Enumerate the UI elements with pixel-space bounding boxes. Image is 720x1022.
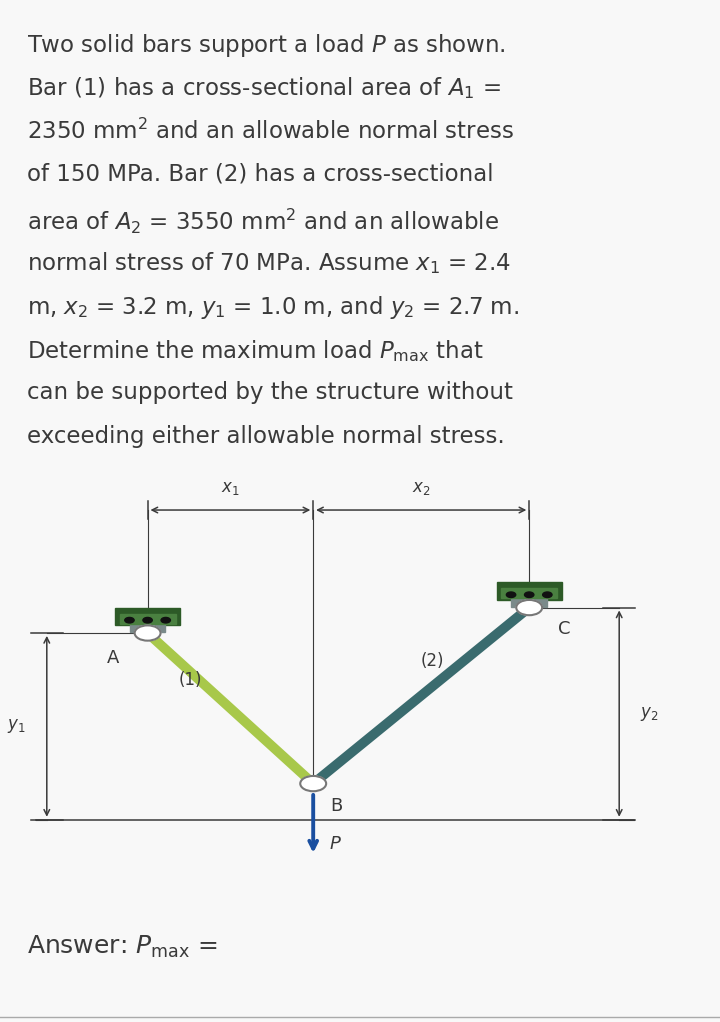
Text: Bar (1) has a cross-sectional area of $A_1$ =: Bar (1) has a cross-sectional area of $A… [27, 76, 501, 101]
Circle shape [525, 592, 534, 598]
Bar [130, 622, 166, 633]
Text: $x_2$: $x_2$ [412, 479, 431, 498]
Text: $y_2$: $y_2$ [640, 704, 659, 723]
Text: area of $A_2$ = 3550 mm$^2$ and an allowable: area of $A_2$ = 3550 mm$^2$ and an allow… [27, 206, 500, 236]
Bar [115, 608, 180, 625]
Text: exceeding either allowable normal stress.: exceeding either allowable normal stress… [27, 425, 505, 448]
Circle shape [506, 592, 516, 598]
Circle shape [125, 617, 134, 623]
Text: normal stress of 70 MPa. Assume $x_1$ = 2.4: normal stress of 70 MPa. Assume $x_1$ = … [27, 250, 511, 276]
Circle shape [161, 617, 171, 623]
Text: (2): (2) [420, 652, 444, 669]
Circle shape [543, 592, 552, 598]
Bar [511, 598, 547, 607]
Text: 2350 mm$^2$ and an allowable normal stress: 2350 mm$^2$ and an allowable normal stre… [27, 119, 514, 144]
Text: $y_1$: $y_1$ [7, 717, 26, 736]
Text: C: C [557, 619, 570, 638]
Text: can be supported by the structure without: can be supported by the structure withou… [27, 381, 513, 405]
Text: A: A [107, 649, 120, 667]
Text: Answer: $P_{\mathrm{max}}$ =: Answer: $P_{\mathrm{max}}$ = [27, 934, 218, 960]
Circle shape [135, 625, 161, 641]
Circle shape [516, 600, 542, 615]
Text: m, $x_2$ = 3.2 m, $y_1$ = 1.0 m, and $y_2$ = 2.7 m.: m, $x_2$ = 3.2 m, $y_1$ = 1.0 m, and $y_… [27, 294, 520, 321]
Text: (1): (1) [179, 671, 202, 689]
Circle shape [143, 617, 153, 623]
Text: Two solid bars support a load $P$ as shown.: Two solid bars support a load $P$ as sho… [27, 32, 506, 58]
Bar [497, 583, 562, 600]
Text: Determine the maximum load $P_{\mathrm{max}}$ that: Determine the maximum load $P_{\mathrm{m… [27, 337, 484, 364]
Bar [501, 589, 557, 598]
Text: $x_1$: $x_1$ [221, 479, 240, 498]
Circle shape [300, 776, 326, 791]
Bar [120, 614, 176, 623]
Text: B: B [330, 796, 343, 815]
Text: $P$: $P$ [329, 835, 342, 853]
Text: of 150 MPa. Bar (2) has a cross-sectional: of 150 MPa. Bar (2) has a cross-sectiona… [27, 162, 494, 186]
